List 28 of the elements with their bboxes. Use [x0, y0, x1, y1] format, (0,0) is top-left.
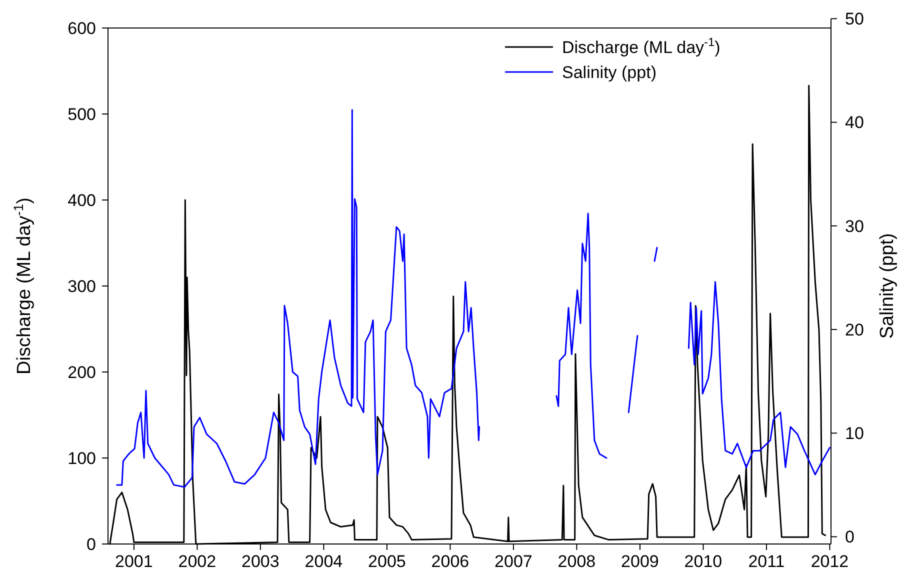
y2-tick-label: 10 [845, 424, 864, 444]
y-tick-label: 600 [68, 18, 96, 38]
y2-tick-label: 0 [845, 528, 854, 547]
x-tick-label: 2011 [748, 552, 785, 571]
y2-tick-label: 30 [845, 216, 864, 236]
x-tick-label: 2007 [494, 552, 532, 571]
legend-label: Discharge (ML day$^{-1}$) [562, 34, 720, 57]
x-tick-label: 2006 [431, 552, 470, 571]
y-tick-label: 100 [68, 448, 96, 468]
y2-tick-label: 20 [845, 320, 864, 340]
y2-tick-label: 40 [845, 113, 864, 132]
x-tick-label: 2003 [242, 552, 280, 571]
x-tick-label: 2005 [368, 552, 406, 571]
y-tick-label: 200 [68, 362, 96, 382]
y-tick-label: 0 [86, 534, 96, 554]
x-tick-label: 2001 [115, 552, 153, 571]
x-tick-label: 2010 [684, 552, 722, 571]
x-tick-label: 2012 [810, 552, 849, 571]
y2-axis-title: Salinity (ppt) [877, 233, 898, 339]
x-tick-label: 2008 [558, 552, 596, 571]
y2-tick-label: 50 [845, 10, 864, 29]
legend-label: Salinity (ppt) [562, 62, 656, 82]
y-tick-label: 300 [68, 276, 96, 296]
x-tick-label: 2004 [304, 552, 343, 571]
y-tick-label: 400 [68, 190, 96, 210]
x-tick-label: 2009 [621, 552, 659, 571]
y-tick-label: 500 [68, 104, 96, 124]
x-tick-label: 2002 [178, 552, 216, 571]
